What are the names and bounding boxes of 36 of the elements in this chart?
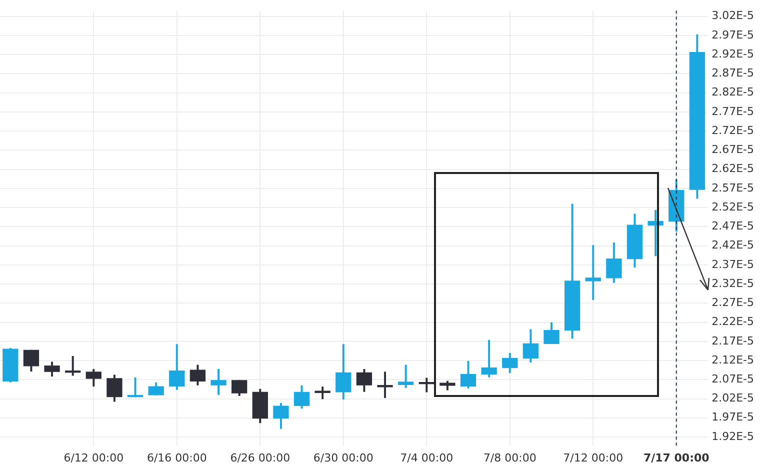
y-tick-label: 2.37E-5: [712, 258, 754, 271]
y-tick-label: 1.97E-5: [712, 410, 754, 424]
y-tick-label: 2.97E-5: [712, 28, 754, 42]
y-tick-label: 2.82E-5: [712, 86, 754, 99]
y-tick-label: 2.72E-5: [712, 124, 754, 137]
x-tick-label: 7/4 00:00: [400, 451, 454, 464]
y-tick-label: 2.22E-5: [712, 315, 754, 328]
y-tick-label: 2.42E-5: [712, 238, 754, 252]
y-tick-label: 2.07E-5: [712, 372, 754, 386]
y-tick-label: 2.57E-5: [712, 181, 754, 194]
x-tick-label: 7/8 00:00: [483, 451, 536, 464]
candlestick: [648, 210, 664, 256]
candlestick: [585, 245, 601, 300]
y-tick-label: 2.87E-5: [712, 66, 754, 80]
y-tick-label: 2.92E-5: [712, 47, 754, 60]
candlestick: [65, 356, 81, 376]
candlestick: [377, 372, 393, 398]
y-tick-label: 2.77E-5: [712, 104, 754, 118]
x-tick-label: 6/12 00:00: [64, 451, 124, 464]
x-tick-label: 6/26 00:00: [230, 451, 290, 464]
x-tick-label: 6/30 00:00: [313, 451, 374, 464]
candlestick: [127, 377, 144, 398]
x-tick-label: 7/12 00:00: [563, 451, 624, 464]
y-tick-label: 2.47E-5: [712, 220, 754, 233]
y-tick-label: 2.32E-5: [712, 276, 754, 290]
y-tick-label: 2.52E-5: [712, 200, 754, 214]
x-tick-label: 6/16 00:00: [146, 451, 207, 464]
y-tick-label: 2.67E-5: [712, 143, 754, 156]
x-tick-label: 7/17 00:00: [643, 451, 710, 464]
y-tick-label: 2.17E-5: [712, 334, 754, 348]
y-tick-label: 2.02E-5: [712, 392, 754, 405]
y-tick-label: 2.62E-5: [712, 162, 754, 176]
y-tick-label: 2.12E-5: [712, 353, 754, 366]
y-tick-label: 3.02E-5: [712, 9, 754, 22]
y-tick-label: 1.92E-5: [712, 430, 754, 443]
y-tick-label: 2.27E-5: [712, 296, 754, 310]
